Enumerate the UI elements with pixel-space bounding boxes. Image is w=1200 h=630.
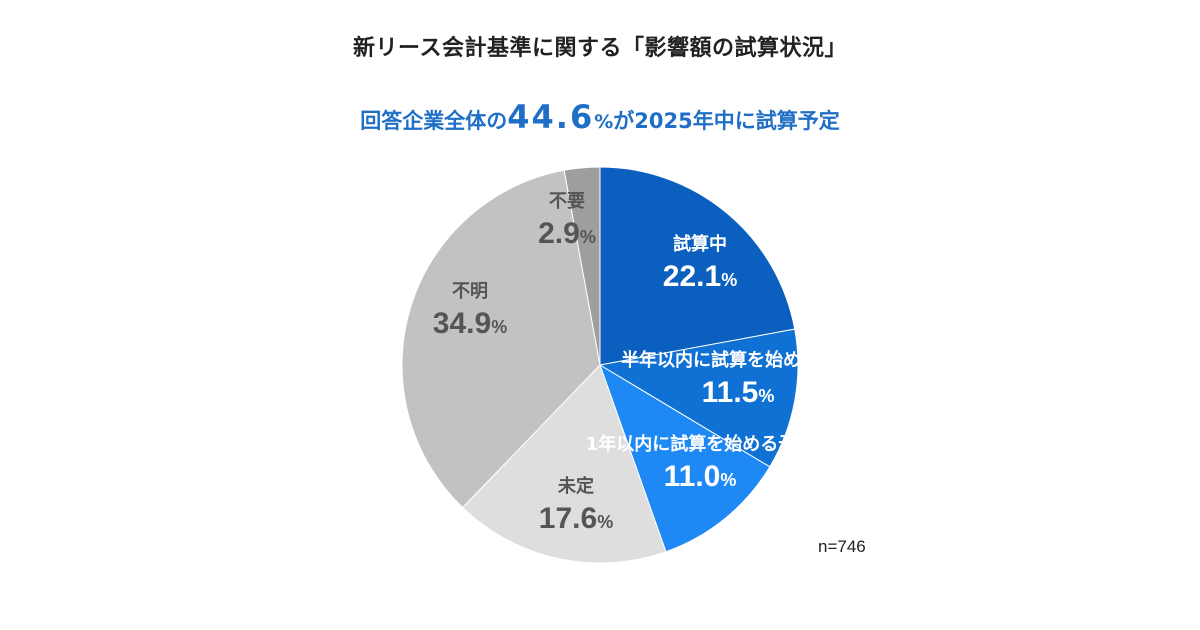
subtitle-suffix: が2025年中に試算予定 <box>613 109 840 133</box>
slice-label-3: 1年以内に試算を始める予定 <box>586 433 815 455</box>
subtitle-highlight-unit: % <box>594 111 614 133</box>
pie-slice-1 <box>599 166 796 366</box>
slice-label-1: 試算中 <box>673 233 727 255</box>
slice-value-2: 11.5% <box>702 376 775 409</box>
slice-value-4: 17.6% <box>539 502 613 535</box>
slice-label-group-6: 不要 2.9% <box>538 191 596 250</box>
chart-title: 新リース会計基準に関する「影響額の試算状況」 <box>353 36 847 61</box>
slice-label-group-1: 試算中 22.1% <box>663 233 737 293</box>
slice-value-1: 22.1% <box>663 260 737 293</box>
slice-label-group-3: 1年以内に試算を始める予定 11.0% <box>586 433 815 493</box>
sample-size-label: n=746 <box>818 537 866 556</box>
slice-label-group-4: 未定 17.6% <box>539 475 613 535</box>
chart-subtitle: 回答企業全体の44.6%が2025年中に試算予定 <box>0 98 1200 136</box>
slice-label-4: 未定 <box>558 475 594 497</box>
subtitle-prefix: 回答企業全体の <box>360 109 508 133</box>
slice-value-5: 34.9% <box>433 307 507 340</box>
pie-slice-2 <box>598 328 799 468</box>
pie-slice-5 <box>401 169 601 509</box>
slice-label-group-5: 不明 34.9% <box>433 281 507 340</box>
slice-label-2: 半年以内に試算を始める予定 <box>621 349 855 371</box>
pie-slice-4 <box>461 364 667 564</box>
slice-label-group-2: 半年以内に試算を始める予定 11.5% <box>621 349 855 409</box>
pie-slice-6 <box>563 166 601 366</box>
pie-slice-3 <box>599 363 771 553</box>
slice-label-5: 不明 <box>452 281 488 302</box>
slice-value-3: 11.0% <box>664 460 737 493</box>
slice-value-6: 2.9% <box>538 217 596 250</box>
subtitle-highlight-value: 44.6 <box>507 98 595 136</box>
slice-label-6: 不要 <box>549 191 585 212</box>
